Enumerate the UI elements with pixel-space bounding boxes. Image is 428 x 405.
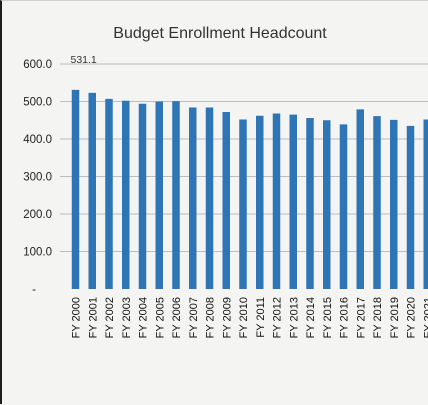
y-tick-label: 400.0 — [23, 134, 52, 146]
x-tick-label: FY 2003 — [121, 297, 133, 338]
bar — [239, 120, 247, 290]
bar — [373, 116, 381, 289]
bar — [122, 101, 130, 289]
bar — [105, 99, 113, 289]
y-tick-label: 300.0 — [23, 172, 52, 184]
y-tick-label: 200.0 — [23, 209, 52, 221]
x-tick-label: FY 2007 — [188, 297, 200, 338]
bars — [72, 90, 428, 289]
bar — [290, 115, 298, 289]
x-tick-label: FY 2009 — [221, 297, 233, 338]
x-tick-label: FY 2013 — [288, 297, 300, 338]
bar — [89, 93, 97, 289]
bar — [223, 112, 231, 289]
bar — [172, 101, 180, 289]
x-tick-label: FY 2005 — [154, 297, 166, 338]
bar — [256, 116, 264, 289]
x-tick-label: FY 2014 — [305, 297, 317, 338]
bar — [424, 120, 428, 290]
x-tick-label: FY 2019 — [389, 297, 401, 338]
x-tick-label: FY 2018 — [372, 297, 384, 338]
y-axis-tick-labels: 600.0 500.0 400.0 300.0 200.0 100.0 - — [23, 59, 52, 296]
bar — [273, 114, 281, 290]
bar — [306, 118, 314, 289]
bar — [156, 102, 164, 290]
x-tick-label: FY 2012 — [272, 297, 284, 338]
bar — [139, 104, 147, 289]
bar — [357, 109, 365, 289]
bar — [340, 124, 348, 289]
x-tick-label: FY 2004 — [138, 297, 150, 338]
data-label: 531.1 — [71, 54, 97, 66]
x-tick-label: FY 2008 — [205, 297, 217, 338]
bar — [189, 108, 197, 290]
x-tick-label: FY 2017 — [355, 297, 367, 338]
chart-title: Budget Enrollment Headcount — [113, 25, 327, 42]
bar — [323, 120, 331, 289]
x-tick-label: FY 2016 — [339, 297, 351, 338]
bar — [407, 126, 415, 289]
x-tick-label: FY 2006 — [171, 297, 183, 338]
bar — [390, 120, 398, 289]
x-tick-label: FY 2020 — [406, 297, 418, 338]
y-tick-label: - — [32, 284, 36, 296]
y-tick-label: 600.0 — [23, 59, 52, 71]
bar — [206, 108, 214, 290]
x-axis-tick-labels: FY 2000 FY 2001 FY 2002 FY 2003 FY 2004 FY 20… — [71, 297, 428, 338]
x-tick-label: FY 2011 — [255, 297, 267, 338]
y-tick-label: 100.0 — [23, 247, 52, 259]
x-tick-label: FY 2002 — [104, 297, 116, 338]
x-tick-label: FY 2021 — [422, 297, 428, 338]
x-tick-label: FY 2001 — [87, 297, 99, 338]
y-tick-label: 500.0 — [23, 97, 52, 109]
bar — [72, 90, 80, 289]
x-tick-label: FY 2010 — [238, 297, 250, 338]
x-tick-label: FY 2015 — [322, 297, 334, 338]
x-tick-label: FY 2000 — [71, 297, 83, 338]
